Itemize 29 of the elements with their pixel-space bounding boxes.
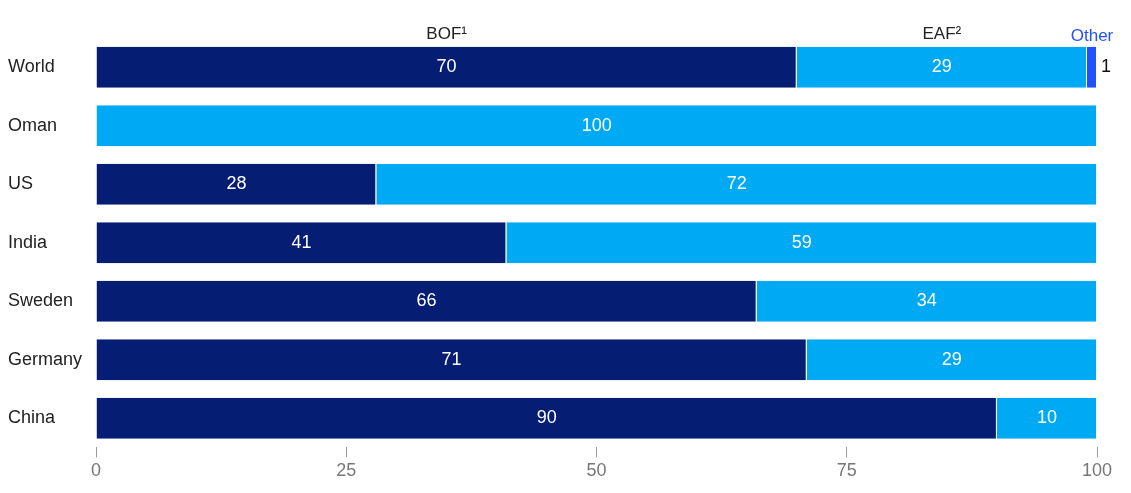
- data-label: 41: [291, 231, 312, 252]
- data-label: 10: [1036, 407, 1057, 428]
- data-label: 1: [1101, 56, 1112, 77]
- y-tick-label: Oman: [8, 114, 58, 135]
- y-tick-label: US: [8, 173, 34, 194]
- y-tick-label: India: [8, 231, 49, 252]
- data-label: 72: [726, 173, 747, 194]
- x-tick-label: 50: [586, 460, 607, 481]
- data-label: 59: [791, 231, 812, 252]
- x-tick-label: 25: [336, 460, 357, 481]
- x-tick-label: 75: [836, 460, 857, 481]
- series-label: EAF²: [922, 23, 962, 43]
- data-label: 66: [416, 290, 437, 311]
- data-label: 34: [916, 290, 937, 311]
- data-label: 29: [931, 56, 952, 77]
- series-label: Other: [1070, 25, 1114, 45]
- y-tick-label: Germany: [8, 348, 83, 369]
- data-label: 90: [536, 407, 557, 428]
- data-label: 100: [581, 114, 612, 135]
- y-tick-label: China: [8, 407, 57, 428]
- x-tick-label: 0: [91, 460, 102, 481]
- x-tick-label: 100: [1081, 460, 1113, 481]
- data-label: 28: [226, 173, 247, 194]
- y-tick-label: Sweden: [8, 290, 74, 311]
- y-tick-label: World: [8, 56, 55, 77]
- data-label: 71: [441, 348, 462, 369]
- series-label: BOF¹: [426, 23, 468, 43]
- data-label: 70: [436, 56, 457, 77]
- data-label: 29: [941, 348, 962, 369]
